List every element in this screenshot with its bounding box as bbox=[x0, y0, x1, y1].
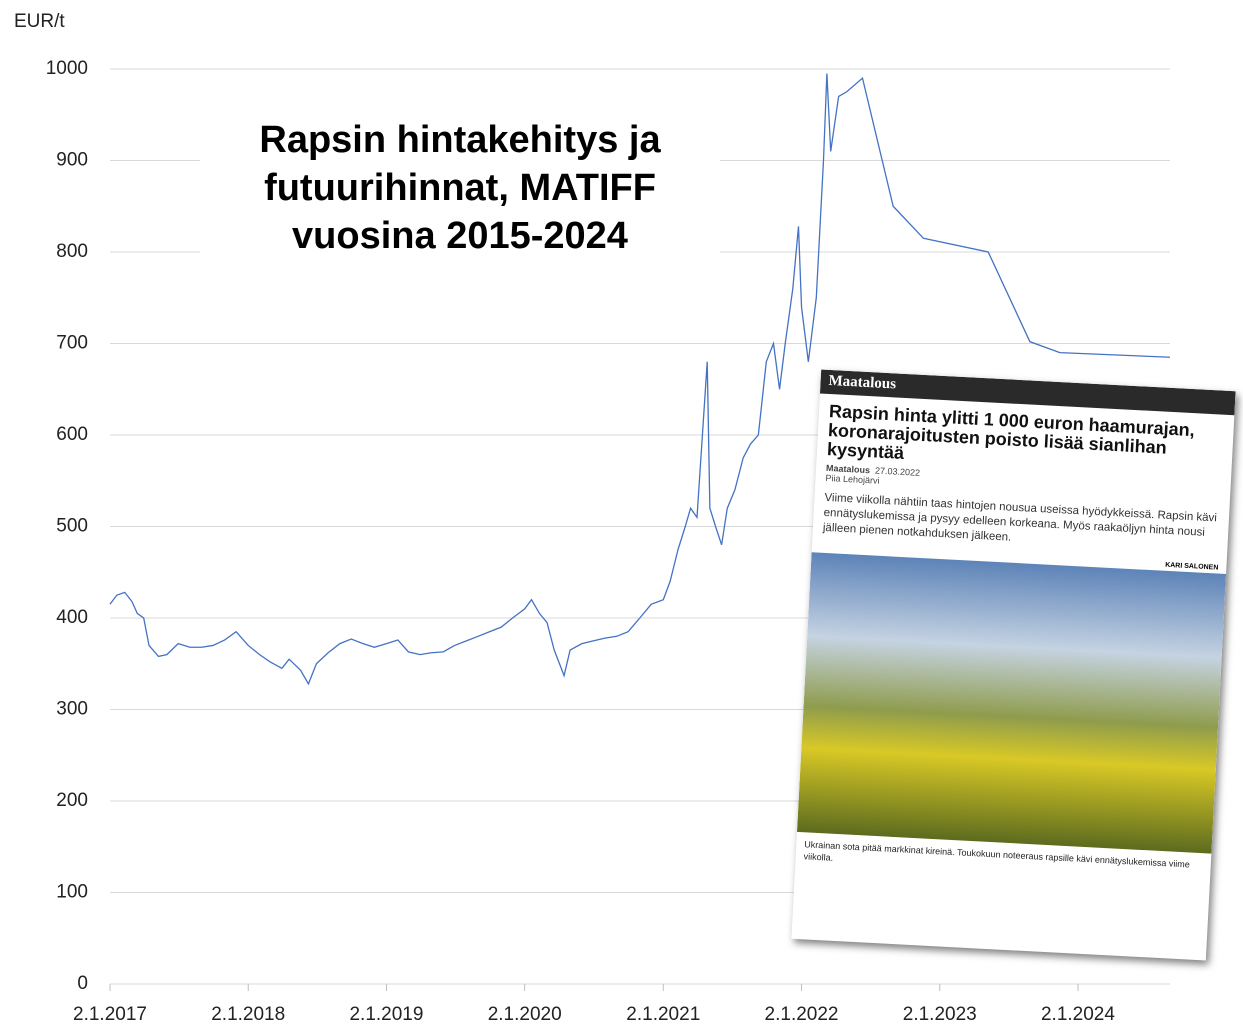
y-tick-label: 0 bbox=[77, 973, 88, 994]
photo bbox=[797, 552, 1226, 853]
y-tick-label: 800 bbox=[56, 241, 88, 262]
y-tick-label: 300 bbox=[56, 699, 88, 720]
x-tick-label: 2.1.2021 bbox=[626, 1004, 700, 1025]
x-tick-label: 2.1.2020 bbox=[488, 1004, 562, 1025]
y-tick-label: 600 bbox=[56, 424, 88, 445]
chart-title: Rapsin hintakehitys ja futuurihinnat, MA… bbox=[200, 116, 720, 260]
y-tick-label: 700 bbox=[56, 333, 88, 354]
x-tick-label: 2.1.2022 bbox=[765, 1004, 839, 1025]
y-tick-label: 500 bbox=[56, 516, 88, 537]
y-axis-label: EUR/t bbox=[14, 11, 65, 32]
y-tick-label: 900 bbox=[56, 150, 88, 171]
page: EUR/t 0 100 200 300 400 500 600 700 800 900 1000 2.… bbox=[0, 0, 1243, 1026]
x-tick-label: 2.1.2024 bbox=[1041, 1004, 1115, 1025]
x-tick-label: 2.1.2017 bbox=[73, 1004, 147, 1025]
y-tick-label: 1000 bbox=[46, 58, 88, 79]
news-clipping: Maatalous Rapsin hinta ylitti 1 000 euro… bbox=[791, 370, 1235, 961]
x-tick-label: 2.1.2023 bbox=[903, 1004, 977, 1025]
x-tick-label: 2.1.2019 bbox=[349, 1004, 423, 1025]
y-tick-label: 100 bbox=[56, 882, 88, 903]
y-tick-label: 200 bbox=[56, 790, 88, 811]
y-tick-label: 400 bbox=[56, 607, 88, 628]
x-tick-label: 2.1.2018 bbox=[211, 1004, 285, 1025]
